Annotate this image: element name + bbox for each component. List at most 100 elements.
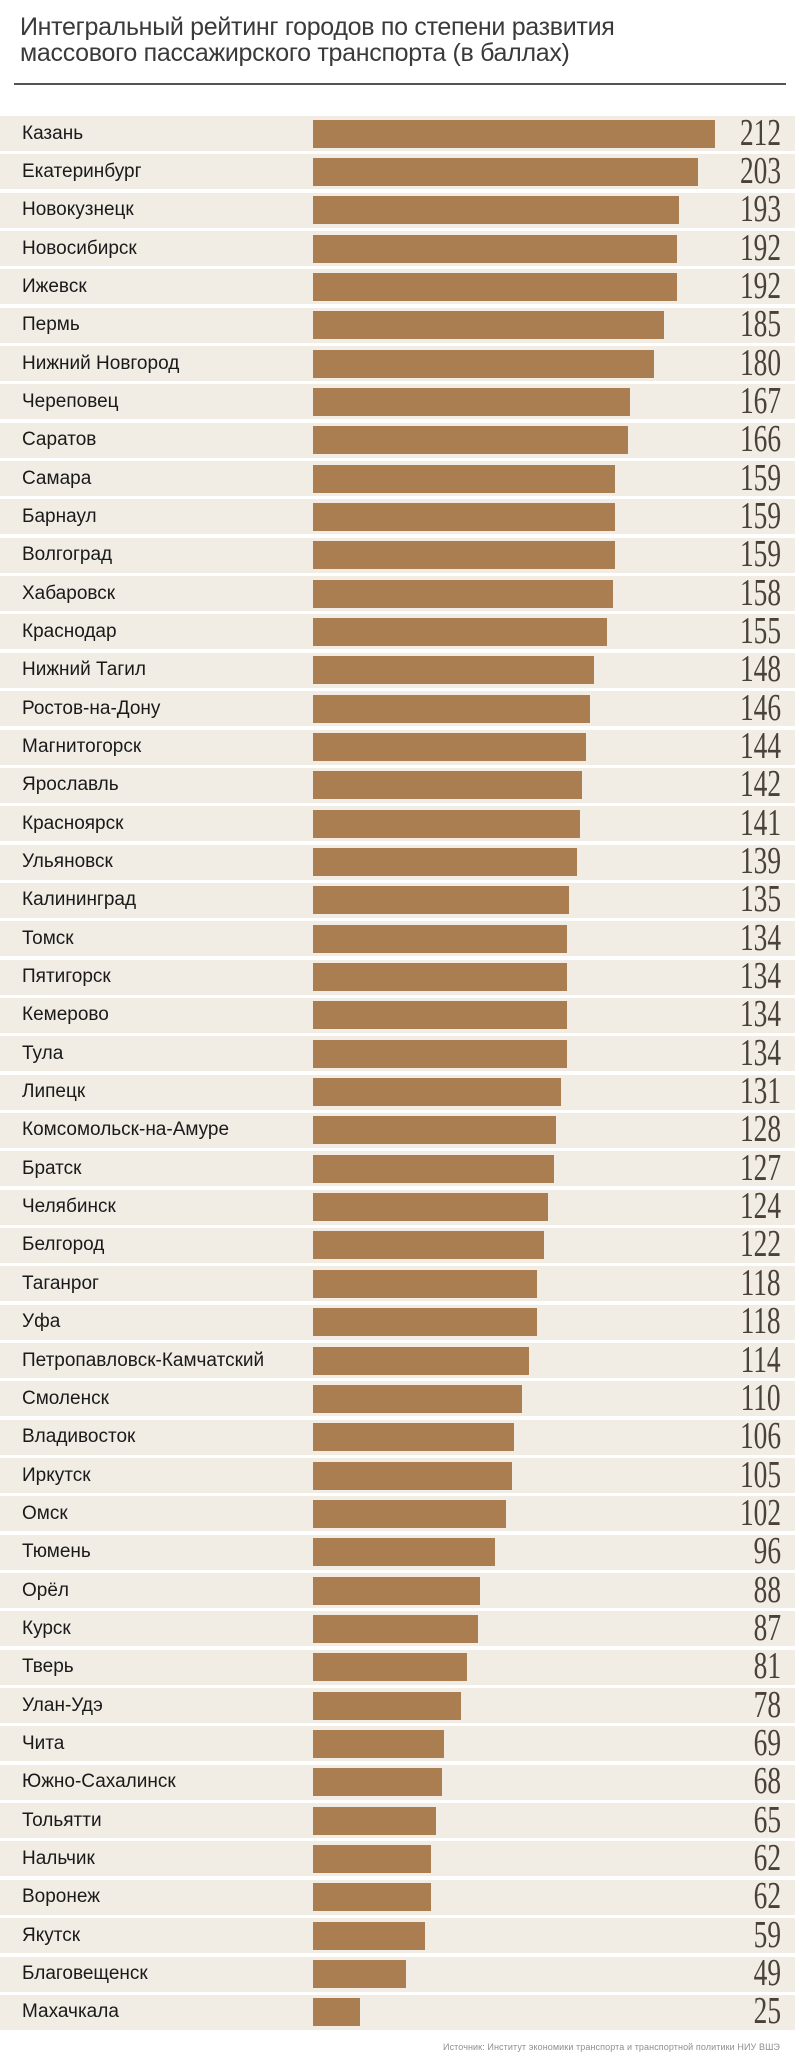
city-label: Барнаул [22,505,97,527]
value-bar [313,1193,548,1222]
chart-row: Петропавловск-Камчатский 114 [0,1341,795,1379]
chart-row: Нальчик 62 [0,1837,795,1880]
city-label: Пермь [22,314,80,336]
city-label: Петропавловск-Камчатский [22,1349,265,1371]
chart-title-line2: массового пассажирского транспорта (в ба… [20,39,570,67]
city-label: Южно-Сахалинск [22,1771,176,1793]
value-label: 110 [740,1377,781,1420]
value-label: 49 [753,1952,781,1995]
chart-row: Кемерово 134 [0,996,795,1034]
value-label: 141 [739,801,781,844]
value-bar [313,771,582,800]
value-label: 131 [739,1070,781,1113]
chart-row: Улан-Удэ 78 [0,1686,795,1724]
chart-row: Уфа 118 [0,1302,795,1340]
city-label: Нальчик [22,1847,95,1869]
value-label: 158 [739,571,781,614]
chart-row: Курск 87 [0,1609,795,1647]
chart-title: Интегральный рейтинг городов по степени … [20,14,800,66]
value-label: 134 [739,955,781,998]
chart-row: Чита 69 [0,1724,795,1762]
chart-title-line1: Интегральный рейтинг городов по степени … [20,13,615,41]
value-bar [313,464,615,493]
chart-row: Смоленск 110 [0,1377,795,1420]
value-label: 139 [739,840,781,883]
value-bar [313,733,586,761]
chart-row: Ярославль 142 [0,766,795,804]
city-label: Краснодар [22,620,117,642]
city-label: Красноярск [22,812,124,834]
chart-row: Ростов-на-Дону 146 [0,689,795,727]
value-label: 62 [753,1837,781,1880]
value-label: 159 [739,456,781,499]
value-bar [313,272,677,301]
value-bar [313,656,594,685]
value-bar [313,1844,431,1873]
chart-row: Челябинск 124 [0,1187,795,1225]
value-bar [313,1423,514,1452]
value-bar [313,1998,360,2027]
value-label: 180 [739,341,781,384]
city-label: Ростов-на-Дону [22,697,161,719]
value-bar [313,1231,544,1260]
city-label: Тула [22,1042,64,1064]
city-label: Орёл [22,1579,69,1601]
source-note: Источник: Институт экономики транспорта … [443,2042,780,2052]
value-label: 62 [753,1875,781,1918]
value-label: 134 [739,916,781,959]
value-bar [313,1538,495,1567]
city-label: Тольятти [22,1809,102,1831]
city-label: Белгород [22,1234,105,1256]
chart-row: Краснодар 155 [0,612,795,650]
title-divider [14,83,786,85]
value-label: 192 [739,226,781,269]
value-label: 128 [739,1108,781,1151]
city-label: Смоленск [22,1387,109,1409]
city-label: Хабаровск [22,582,116,604]
city-label: Тюмень [22,1541,91,1563]
value-bar [313,809,580,838]
chart-row: Южно-Сахалинск 68 [0,1763,795,1801]
value-label: 127 [739,1147,781,1190]
chart-row: Магнитогорск 144 [0,727,795,765]
value-label: 159 [739,533,781,576]
chart-row: Иркутск 105 [0,1456,795,1494]
city-label: Таганрог [22,1272,99,1294]
value-bar [313,311,664,340]
bar-chart: Казань 212 Екатеринбург 203 Новокузнецк 193 Но… [0,114,800,2033]
value-label: 167 [739,380,781,423]
value-bar [313,1653,467,1682]
chart-row: Тула 134 [0,1034,795,1072]
value-label: 148 [739,648,781,691]
value-bar [313,694,590,723]
chart-row: Омск 102 [0,1494,795,1532]
value-bar [313,502,615,531]
city-label: Новосибирск [22,237,137,259]
value-bar [313,1691,461,1720]
chart-row: Нижний Новгород 180 [0,341,795,384]
value-label: 135 [739,878,781,921]
value-label: 122 [739,1223,781,1266]
value-label: 25 [753,1990,781,2033]
city-label: Самара [22,467,92,489]
value-bar [313,617,607,646]
chart-row: Комсомольск-на-Амуре 128 [0,1108,795,1151]
chart-row: Махачкала 25 [0,1990,795,2033]
chart-row: Казань 212 [0,114,795,152]
chart-row: Белгород 122 [0,1223,795,1266]
value-bar [313,886,569,915]
city-label: Волгоград [22,544,113,566]
value-label: 59 [753,1913,781,1956]
city-label: Нижний Тагил [22,659,146,681]
chart-row: Тюмень 96 [0,1532,795,1570]
city-label: Новокузнецк [22,199,134,221]
city-label: Улан-Удэ [22,1694,103,1716]
city-label: Липецк [22,1081,86,1103]
city-label: Якутск [22,1924,81,1946]
value-bar [313,1039,567,1068]
chart-row: Хабаровск 158 [0,571,795,614]
city-label: Нижний Новгород [22,352,180,374]
value-bar [313,426,628,455]
chart-row: Новокузнецк 193 [0,190,795,228]
city-label: Кемерово [22,1004,109,1026]
